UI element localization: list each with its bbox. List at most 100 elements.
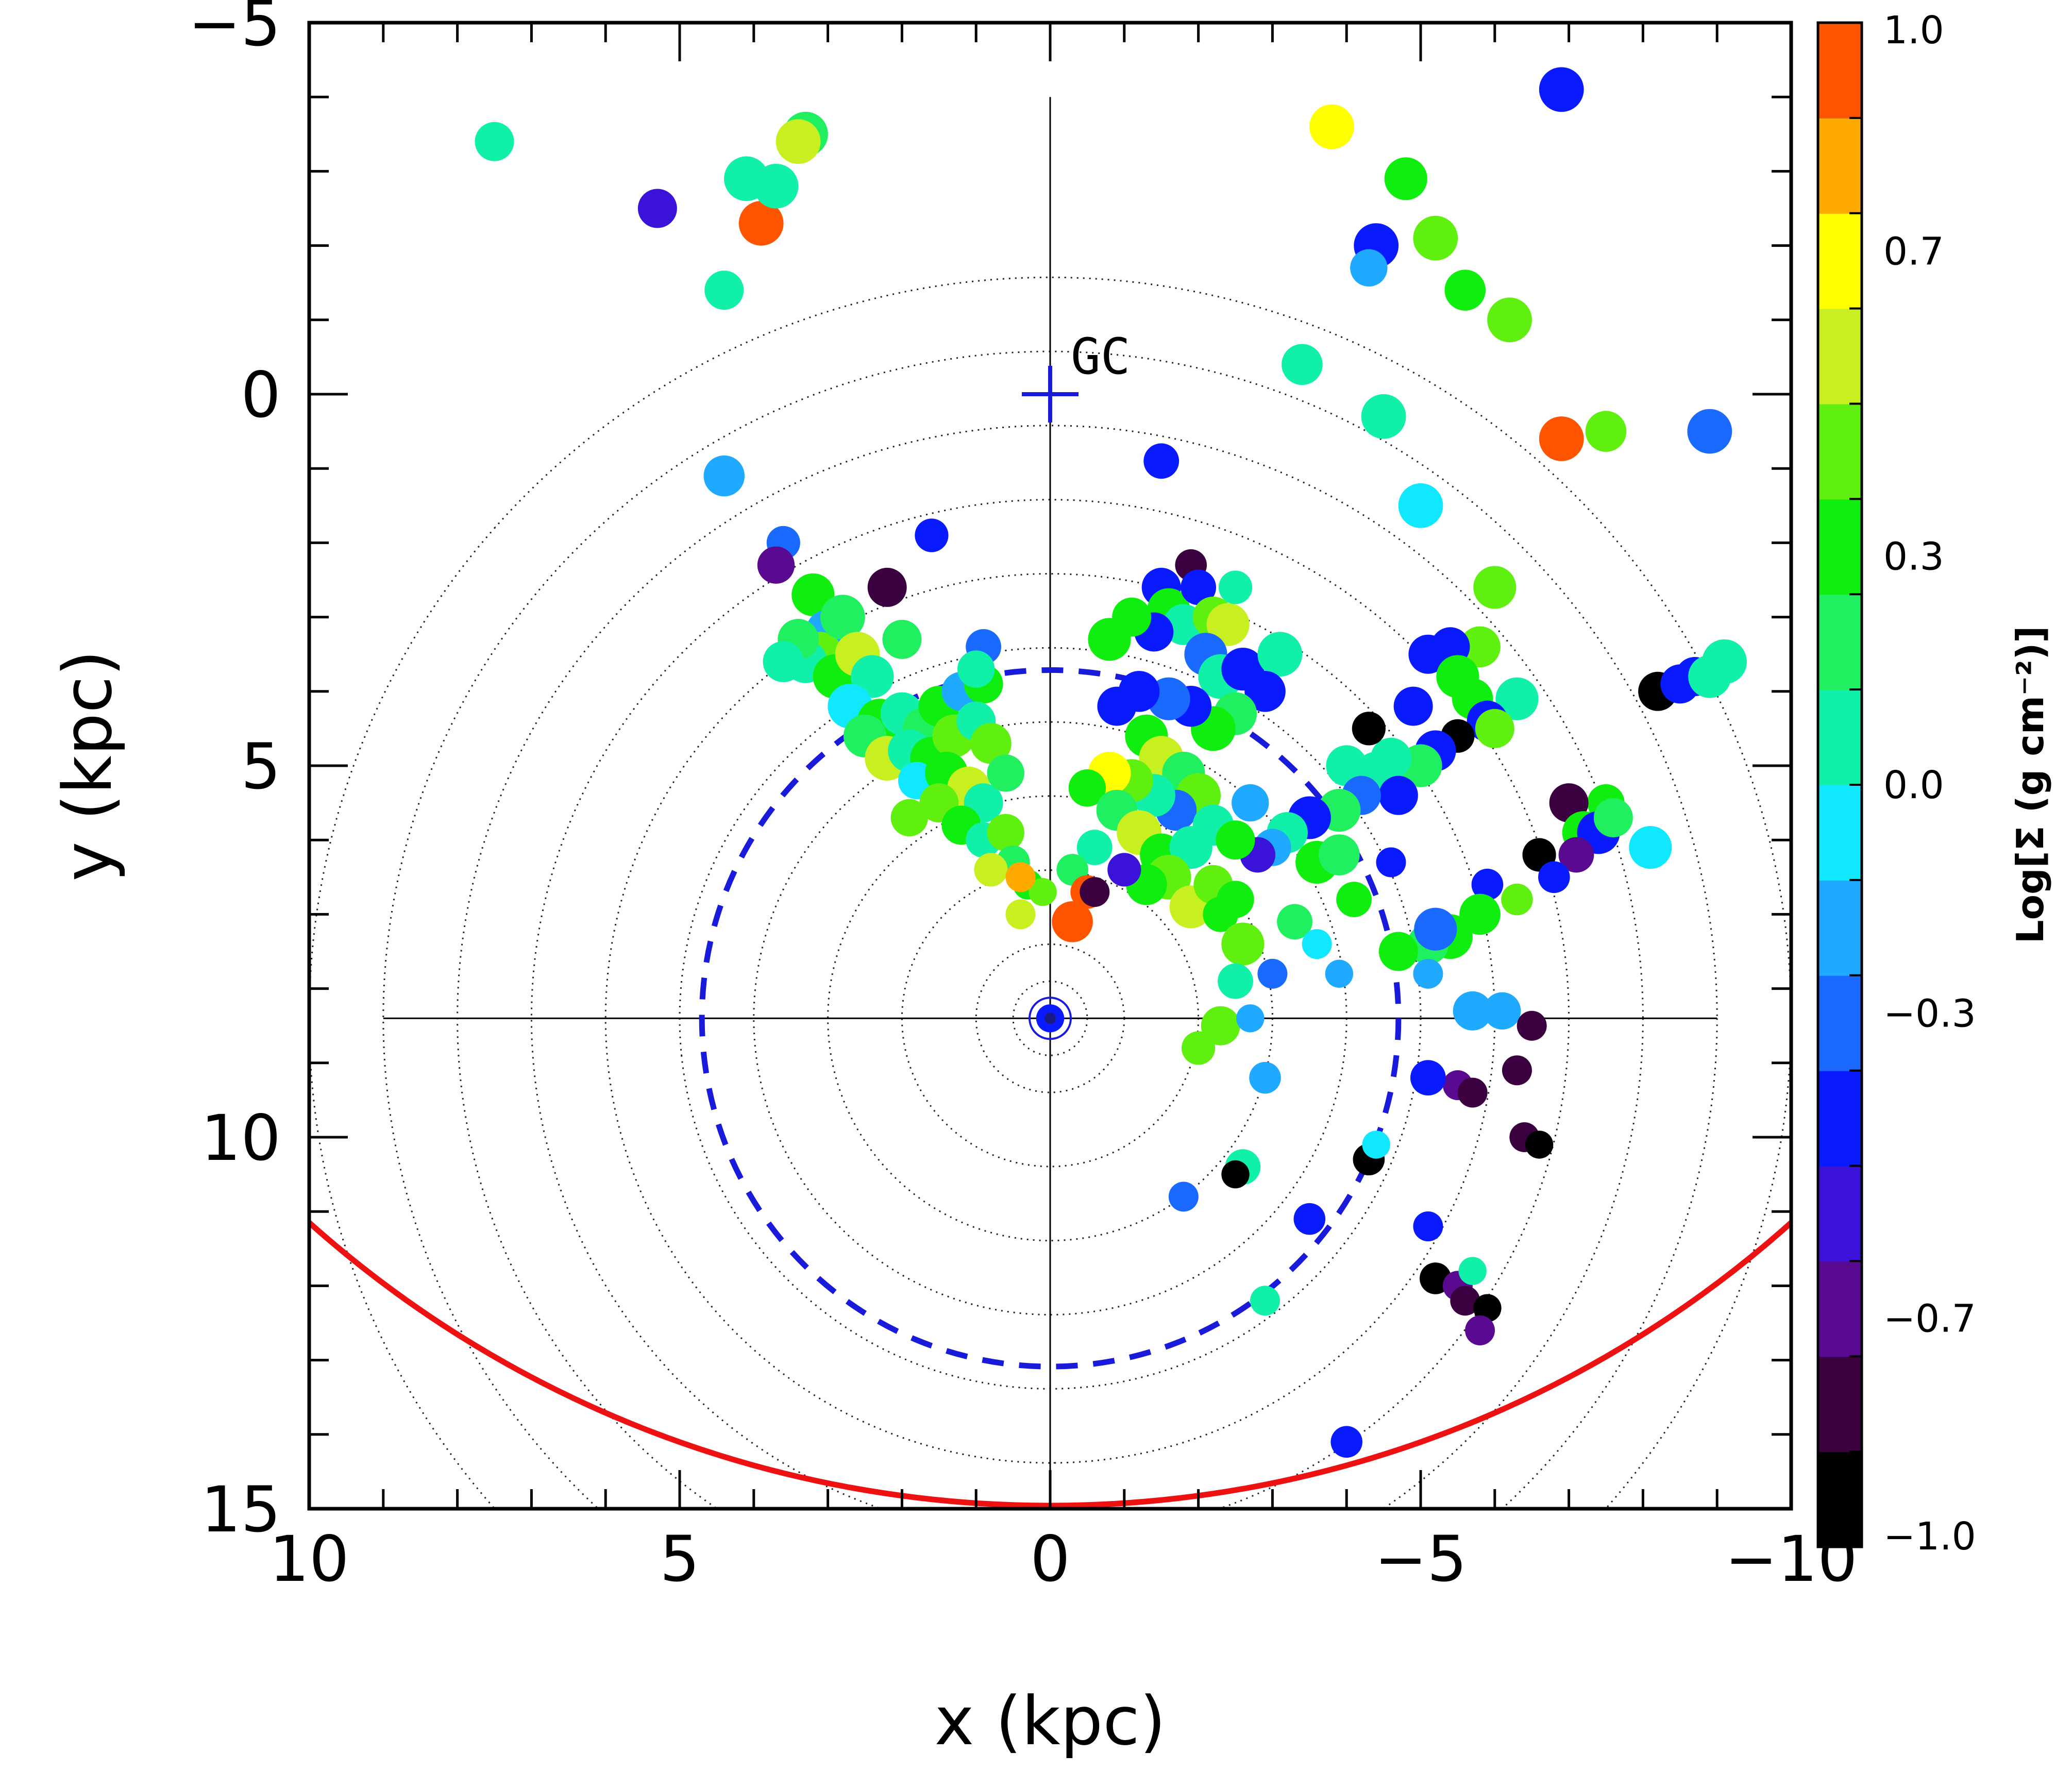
colorbar-segment bbox=[1818, 1166, 1862, 1262]
galactic-center-label: GC bbox=[1071, 328, 1131, 385]
markers bbox=[1022, 366, 1079, 1040]
data-point bbox=[1112, 597, 1152, 637]
data-point bbox=[1319, 834, 1360, 875]
data-point bbox=[1384, 157, 1427, 200]
data-point bbox=[1293, 1203, 1326, 1235]
data-point bbox=[1475, 709, 1514, 748]
data-point bbox=[1398, 483, 1443, 528]
x-tick-label: 5 bbox=[660, 1523, 700, 1596]
data-point bbox=[1471, 868, 1504, 901]
data-point bbox=[1244, 671, 1286, 712]
data-point bbox=[776, 119, 821, 164]
data-point bbox=[1473, 1294, 1502, 1322]
data-point bbox=[1453, 991, 1492, 1031]
dashed-blue-circle bbox=[699, 667, 1402, 1370]
colorbar-tick-label: 0.0 bbox=[1883, 763, 1944, 807]
data-point bbox=[1352, 712, 1386, 746]
colorbar: 1.0 0.7 0.3 0.0 −0.3 −0.7 −1.0 bbox=[1816, 8, 1976, 1559]
data-point bbox=[1029, 878, 1057, 906]
y-axis-title: y (kpc) bbox=[48, 650, 127, 882]
data-point bbox=[1330, 1426, 1362, 1458]
data-point bbox=[763, 641, 804, 682]
data-point bbox=[987, 754, 1024, 792]
data-point bbox=[1539, 416, 1584, 461]
data-point bbox=[1203, 897, 1239, 932]
data-point bbox=[1168, 1182, 1199, 1212]
data-point bbox=[1629, 826, 1672, 869]
colorbar-title: Log[Σ (g cm⁻²)] bbox=[2009, 626, 2052, 944]
data-point bbox=[1393, 686, 1433, 726]
data-point bbox=[1250, 1286, 1281, 1316]
data-point bbox=[1502, 1055, 1532, 1086]
data-point bbox=[1558, 837, 1594, 873]
data-point bbox=[1257, 632, 1303, 677]
data-point bbox=[1410, 1060, 1446, 1096]
colorbar-segment bbox=[1818, 594, 1862, 690]
data-point bbox=[1201, 1006, 1240, 1045]
colorbar-segment bbox=[1818, 403, 1862, 500]
data-point bbox=[1182, 1031, 1216, 1065]
data-point bbox=[915, 518, 949, 552]
y-tick-label: 15 bbox=[201, 1473, 281, 1546]
colorbar-segment bbox=[1818, 1070, 1862, 1167]
colorbar-segment bbox=[1818, 785, 1862, 881]
colorbar-tick-label: 0.7 bbox=[1883, 230, 1944, 274]
data-point bbox=[753, 163, 799, 209]
colorbar-segment bbox=[1818, 1452, 1862, 1547]
colorbar-segment bbox=[1818, 117, 1862, 214]
data-point bbox=[1325, 959, 1354, 988]
data-point bbox=[1080, 877, 1110, 907]
data-point bbox=[1495, 677, 1539, 720]
colorbar-segment bbox=[1818, 1356, 1862, 1453]
data-point bbox=[1378, 932, 1418, 971]
data-point bbox=[1282, 344, 1323, 385]
y-tick-label: 0 bbox=[241, 359, 281, 432]
colorbar-tick-label: 1.0 bbox=[1883, 8, 1944, 53]
dashed-blue-circle bbox=[699, 667, 1402, 1370]
data-point bbox=[1143, 443, 1180, 479]
data-point bbox=[1277, 904, 1312, 940]
data-point bbox=[1517, 1010, 1547, 1041]
data-point bbox=[1181, 569, 1217, 605]
data-point bbox=[1221, 922, 1265, 966]
x-tick-label: 10 bbox=[269, 1523, 349, 1596]
data-point bbox=[1459, 626, 1501, 668]
y-tick-label: 10 bbox=[201, 1102, 281, 1175]
colorbar-tick-label: −0.7 bbox=[1883, 1296, 1976, 1341]
data-point bbox=[637, 189, 677, 228]
data-point bbox=[1413, 1211, 1443, 1242]
data-point bbox=[1221, 1160, 1250, 1189]
data-point bbox=[475, 122, 514, 161]
data-point bbox=[1236, 1004, 1265, 1033]
data-point bbox=[867, 567, 907, 607]
sun-ring bbox=[1029, 997, 1072, 1040]
data-point bbox=[1378, 775, 1418, 815]
data-point bbox=[1473, 566, 1517, 609]
data-point bbox=[1376, 847, 1406, 878]
data-point bbox=[1336, 882, 1372, 917]
data-point bbox=[974, 853, 1008, 887]
data-point bbox=[987, 814, 1024, 851]
data-point bbox=[882, 619, 922, 659]
data-point bbox=[1052, 901, 1093, 942]
data-point bbox=[1465, 1315, 1495, 1345]
data-point bbox=[1702, 639, 1747, 684]
sun-dot bbox=[1045, 1013, 1056, 1024]
y-tick-label: 5 bbox=[241, 730, 281, 803]
data-point bbox=[738, 200, 784, 246]
x-axis-title: x (kpc) bbox=[935, 1682, 1166, 1760]
colorbar-segment bbox=[1818, 499, 1862, 595]
data-point bbox=[820, 595, 865, 639]
data-point bbox=[1362, 1131, 1390, 1159]
x-tick-label: −5 bbox=[1374, 1523, 1467, 1596]
data-point bbox=[1232, 784, 1269, 822]
colorbar-segment bbox=[1818, 689, 1862, 785]
data-point bbox=[1309, 104, 1354, 149]
data-point bbox=[757, 546, 795, 584]
colorbar-tick-label: 0.3 bbox=[1883, 534, 1944, 579]
data-point bbox=[1687, 409, 1732, 454]
colorbar-tick-label: −0.3 bbox=[1883, 992, 1976, 1036]
data-point bbox=[1413, 215, 1458, 261]
